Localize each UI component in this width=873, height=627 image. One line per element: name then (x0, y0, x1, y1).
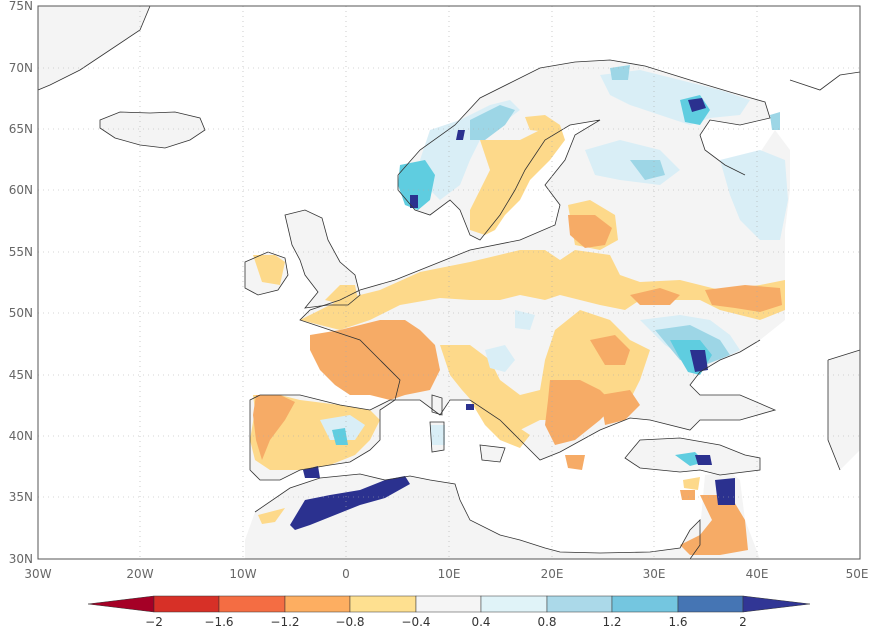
colorbar-swatch (153, 595, 220, 613)
colorbar-swatch (218, 595, 286, 613)
colorbar-swatch (546, 595, 613, 613)
lat-label: 35N (9, 490, 33, 504)
colorbar-label: 2 (739, 615, 747, 627)
colorbar-label: 0.4 (471, 615, 490, 627)
anomaly-cyan (332, 95, 712, 466)
colorbar-label: −2 (145, 615, 163, 627)
coastlines (37, 5, 861, 560)
colorbar-label: 0.8 (537, 615, 556, 627)
colorbar-label: −1.2 (270, 615, 299, 627)
lon-label: 30W (24, 567, 51, 581)
lat-label: 70N (9, 61, 33, 75)
lon-axis: 30W 20W 10W 0 10E 20E 30E 40E 50E (24, 567, 868, 581)
colorbar-arrow-right (742, 595, 811, 613)
anomaly-navy (290, 98, 735, 530)
anomaly-dark-tan (253, 215, 782, 555)
map-border (37, 5, 861, 560)
colorbar-label: 1.6 (668, 615, 687, 627)
lat-label: 65N (9, 122, 33, 136)
lon-label: 20W (126, 567, 153, 581)
lon-label: 10W (229, 567, 256, 581)
lon-label: 30E (643, 567, 666, 581)
colorbar-swatch (415, 595, 482, 613)
lat-label: 40N (9, 429, 33, 443)
colorbar-arrow-left (87, 595, 155, 613)
colorbar-swatch (480, 595, 548, 613)
lat-label: 50N (9, 306, 33, 320)
colorbar-swatch (284, 595, 351, 613)
colorbar-swatch (677, 595, 744, 613)
lat-label: 55N (9, 245, 33, 259)
lat-label: 75N (9, 0, 33, 13)
colorbar-label: −1.6 (204, 615, 233, 627)
colorbar-swatch (349, 595, 417, 613)
lon-label: 20E (541, 567, 564, 581)
colorbar-label: −0.4 (401, 615, 430, 627)
lon-label: 0 (342, 567, 350, 581)
grid-lines (38, 6, 860, 559)
lon-label: 50E (846, 567, 869, 581)
lon-label: 10E (438, 567, 461, 581)
lat-axis: 75N 70N 65N 60N 55N 50N 45N 40N 35N 30N (9, 0, 33, 566)
colorbar-label: −0.8 (335, 615, 364, 627)
lat-label: 30N (9, 552, 33, 566)
lon-label: 40E (746, 567, 769, 581)
colorbar-label: 1.2 (602, 615, 621, 627)
lat-label: 60N (9, 183, 33, 197)
lat-label: 45N (9, 368, 33, 382)
colorbar: −2 −1.6 −1.2 −0.8 −0.4 0.4 0.8 1.2 1.6 2 (87, 595, 811, 627)
colorbar-swatch (611, 595, 679, 613)
